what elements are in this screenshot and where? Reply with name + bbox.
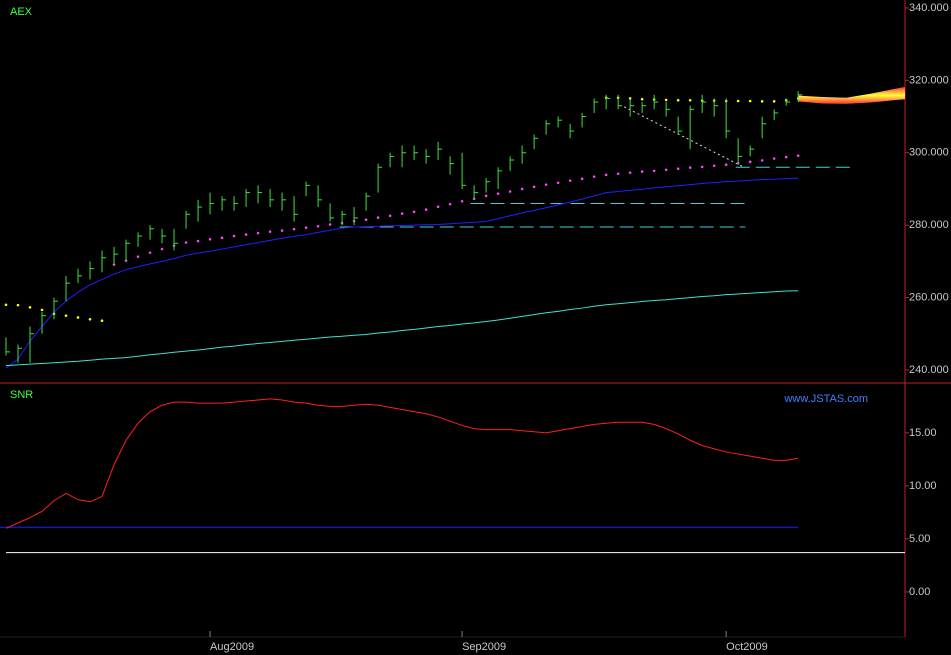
indicator-dot	[280, 229, 284, 232]
trend-line	[623, 106, 745, 168]
forecast-band	[798, 86, 905, 104]
indicator-dot	[220, 236, 224, 240]
y-tick-label: 0.00	[909, 586, 930, 598]
indicator-dot	[640, 97, 644, 101]
indicator-dot	[412, 210, 416, 214]
indicator-dot	[88, 317, 92, 321]
indicator-dot	[148, 251, 152, 254]
indicator-dot	[304, 226, 308, 230]
indicator-dot	[592, 175, 596, 178]
y-tick-label: 240.000	[909, 364, 949, 376]
indicator-dot	[232, 234, 236, 238]
indicator-dot	[556, 181, 560, 185]
indicator-dot	[664, 98, 668, 102]
indicator-dot	[208, 237, 212, 241]
watermark: www.JSTAS.com	[783, 393, 868, 405]
y-tick-label: 280.000	[909, 219, 949, 231]
panel-title: SNR	[10, 389, 33, 401]
indicator-dot	[508, 190, 512, 193]
indicator-dot	[424, 208, 428, 211]
indicator-dot	[748, 160, 752, 164]
panel-title: AEX	[10, 6, 33, 18]
indicator-dot	[196, 239, 200, 243]
indicator-dot	[160, 247, 164, 251]
indicator-dot	[604, 173, 608, 177]
indicator-dot	[436, 205, 440, 209]
indicator-dot	[640, 170, 644, 173]
indicator-dot	[364, 218, 368, 222]
indicator-line	[5, 177, 799, 369]
indicator-dot	[736, 99, 740, 103]
indicator-dot	[772, 100, 776, 103]
y-tick-label: 300.000	[909, 147, 949, 159]
indicator-line	[5, 398, 799, 529]
indicator-dot	[448, 202, 452, 206]
indicator-dot	[772, 157, 776, 160]
indicator-dot	[760, 100, 764, 103]
indicator-dot	[676, 98, 680, 102]
y-tick-label: 340.000	[909, 2, 949, 14]
indicator-dot	[712, 164, 716, 168]
indicator-dot	[580, 177, 584, 181]
x-tick-label: Sep2009	[462, 641, 506, 653]
indicator-dot	[16, 303, 20, 307]
indicator-dot	[676, 167, 680, 170]
indicator-dot	[4, 303, 8, 307]
indicator-dot	[784, 155, 788, 159]
indicator-dot	[256, 231, 260, 235]
indicator-dot	[688, 98, 692, 102]
indicator-line	[5, 290, 799, 367]
indicator-dot	[376, 216, 380, 219]
indicator-dot	[316, 224, 320, 228]
indicator-dot	[268, 230, 272, 233]
x-tick-label: Aug2009	[210, 641, 254, 653]
indicator-dot	[184, 241, 188, 244]
indicator-dot	[64, 314, 68, 317]
indicator-dot	[616, 172, 620, 176]
indicator-dot	[760, 159, 764, 162]
indicator-dot	[796, 154, 800, 157]
indicator-dot	[700, 165, 704, 169]
indicator-dot	[460, 199, 464, 203]
y-tick-label: 10.00	[909, 480, 937, 492]
y-tick-label: 5.00	[909, 533, 930, 545]
indicator-dot	[136, 255, 140, 258]
indicator-dot	[652, 169, 656, 173]
indicator-dot	[28, 306, 32, 309]
y-tick-label: 15.00	[909, 427, 937, 439]
indicator-dot	[244, 233, 248, 236]
indicator-dot	[76, 316, 80, 319]
indicator-dot	[388, 214, 392, 218]
indicator-dot	[664, 168, 668, 172]
y-tick-label: 260.000	[909, 291, 949, 303]
indicator-dot	[484, 194, 488, 198]
indicator-dot	[724, 163, 728, 167]
indicator-dot	[520, 187, 524, 191]
indicator-dot	[748, 99, 752, 103]
indicator-dot	[100, 319, 104, 323]
indicator-dot	[628, 171, 632, 174]
indicator-dot	[568, 179, 572, 182]
indicator-dot	[496, 192, 500, 195]
indicator-dot	[328, 223, 332, 226]
indicator-dot	[688, 166, 692, 169]
y-tick-label: 320.000	[909, 74, 949, 86]
indicator-dot	[544, 183, 548, 186]
indicator-dot	[532, 185, 536, 189]
indicator-dot	[292, 227, 296, 231]
x-tick-label: Oct2009	[726, 641, 768, 653]
indicator-dot	[400, 212, 404, 215]
indicator-dot	[40, 308, 44, 312]
